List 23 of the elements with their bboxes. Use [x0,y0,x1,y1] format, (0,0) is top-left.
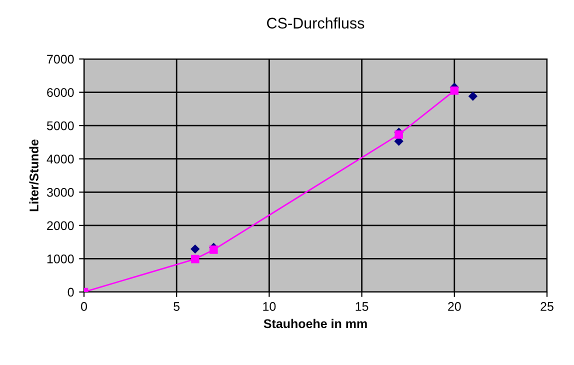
y-tick-label: 4000 [46,154,74,164]
point [450,86,459,95]
y-axis-title: Liter/Stunde [29,139,39,212]
y-tick-label: 2000 [47,221,74,230]
x-tick-label: 20 [448,302,461,311]
point [190,244,200,254]
x-tick-label: 15 [356,302,368,311]
x-tick-label: 0 [81,302,87,311]
y-tick-label: 7000 [47,54,74,64]
chart-title: CS-Durchfluss [267,17,364,29]
y-tick-label: 0 [68,288,74,297]
x-tick-label: 10 [263,302,276,311]
x-tick-label: 5 [174,302,180,311]
point [468,92,478,101]
point [190,254,200,264]
x-axis-title: Stauhoehe in mm [264,318,367,328]
y-tick-label: 6000 [47,88,74,97]
x-tick-label: 25 [540,302,554,311]
y-tick-label: 3000 [46,188,74,197]
y-tick-label: 1000 [47,254,74,264]
point [394,130,404,139]
point [209,246,218,254]
y-tick-label: 5000 [46,121,74,130]
